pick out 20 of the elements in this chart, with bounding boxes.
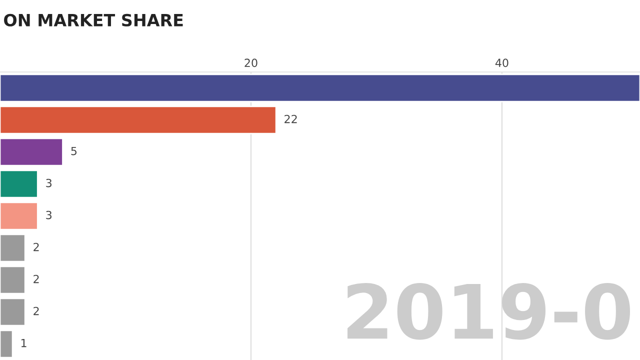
- data-label: 1: [21, 338, 26, 348]
- bar: [0, 138, 64, 166]
- data-label: 2: [34, 274, 39, 284]
- data-label: 2: [34, 242, 39, 252]
- bar: [0, 234, 26, 262]
- bar: [0, 298, 26, 326]
- bar: [0, 330, 14, 358]
- bar: [0, 106, 277, 134]
- data-label: 5: [71, 146, 77, 156]
- data-label: 3: [46, 210, 52, 220]
- data-label: 2: [34, 306, 39, 316]
- x-tick-label: 40: [495, 58, 508, 68]
- bar: [0, 202, 38, 230]
- data-label: 22: [284, 114, 297, 124]
- bar: [0, 266, 26, 294]
- x-tick-label: 20: [244, 58, 258, 68]
- bar: [0, 74, 640, 102]
- data-label: 3: [46, 178, 52, 188]
- chart-title: ON MARKET SHARE: [4, 14, 183, 26]
- bar: [0, 170, 38, 198]
